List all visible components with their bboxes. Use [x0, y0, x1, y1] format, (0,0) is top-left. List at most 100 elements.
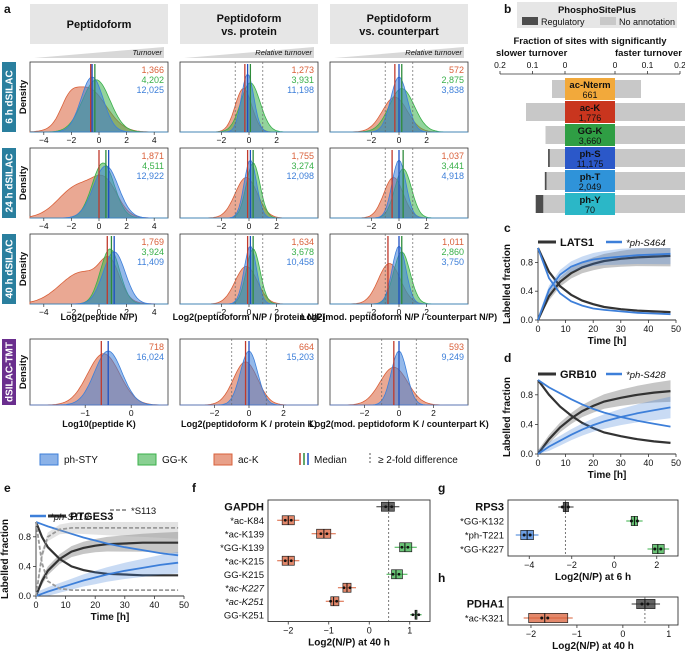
bar-faster [615, 126, 685, 144]
tick-label: −2 [367, 307, 377, 317]
tick-label: 50 [179, 600, 189, 610]
tick-label: 0 [397, 307, 402, 317]
site-count: 1,366 [141, 65, 164, 75]
tick-label: 0 [620, 629, 625, 639]
tick-label: 20 [90, 600, 100, 610]
tick-label: 0.4 [520, 286, 533, 296]
density-curve [30, 251, 168, 305]
site-count: 10,458 [286, 257, 314, 267]
plot-frame [507, 596, 679, 626]
site-count: 3,924 [141, 247, 164, 257]
panel-title: LATS1 [560, 237, 594, 249]
data-point [400, 545, 404, 549]
plot-frame [507, 499, 679, 557]
confidence-band [538, 248, 671, 320]
data-point [659, 547, 663, 551]
tick-label: −2 [67, 135, 77, 145]
legend-swatch [39, 453, 59, 466]
density-axis-label: Density [18, 79, 29, 114]
unlabelled-fraction-curve [537, 247, 671, 314]
bar-slower [544, 172, 565, 190]
bar-slower [548, 149, 565, 167]
tick-label: 0.8 [520, 257, 533, 267]
tick-label: −2 [67, 221, 77, 231]
tick-label: −2 [567, 560, 577, 570]
tick-label: 0.2 [494, 60, 506, 70]
tick-label: 2 [274, 307, 279, 317]
panel-label-f: f [192, 481, 197, 495]
tick-label: 0 [612, 560, 617, 570]
legend-label: GG-K [162, 455, 188, 466]
site-count: 9,249 [441, 352, 464, 362]
category-box [565, 147, 615, 169]
tick-label: 0.2 [674, 60, 685, 70]
tick-label: 0 [247, 221, 252, 231]
tick-label: 20 [588, 324, 598, 334]
site-count: 3,750 [441, 257, 464, 267]
legend-label: Median [314, 455, 347, 466]
row-label-box [2, 62, 16, 132]
legend-label: *ph-S464 [626, 238, 666, 249]
x-axis-label: Log2(mod. peptidoform K / counterpart K) [309, 419, 489, 429]
data-point [283, 518, 287, 522]
row-label: 6 h dSILAC [5, 70, 16, 123]
confidence-band [538, 396, 671, 454]
site-count: 1,755 [291, 151, 314, 161]
unlabelled-fraction-curve [537, 379, 671, 444]
category-box [565, 170, 615, 192]
data-point [566, 505, 570, 509]
density-curve [30, 76, 168, 133]
tick-label: −2 [283, 626, 293, 636]
row-label: dSILAC-TMT [5, 342, 16, 402]
site-count: 4,918 [441, 171, 464, 181]
column-header: Peptidoform [367, 13, 432, 25]
legend-label: Regulatory [541, 17, 585, 27]
panel-label-d: d [504, 351, 511, 365]
data-point [417, 613, 421, 617]
legend-title: PhosphoSitePlus [558, 5, 636, 16]
labelled-fraction-curve [537, 406, 671, 455]
legend-label: ph-STY [64, 455, 98, 466]
tick-label: 0.0 [520, 315, 533, 325]
x-axis-label: Time [h] [588, 336, 627, 347]
legend-swatch [213, 453, 233, 466]
bar-slower [545, 126, 565, 144]
data-point [540, 616, 544, 620]
y-axis-label: Labelled fraction [502, 244, 513, 324]
panel-label-e: e [4, 481, 11, 495]
tick-label: 10 [561, 324, 571, 334]
unlabelled-fraction-curve [35, 521, 179, 557]
box [391, 569, 403, 580]
tick-label: −4 [39, 221, 49, 231]
tick-label: −2 [217, 135, 227, 145]
row-label: *ac-K215 [225, 556, 264, 567]
tick-label: 0 [129, 408, 134, 418]
tick-label: 0 [397, 135, 402, 145]
data-point [546, 616, 550, 620]
tick-label: 10 [61, 600, 71, 610]
tick-label: 0.1 [527, 60, 539, 70]
labelled-fraction-curve [35, 527, 179, 597]
labelled-fraction-curve [537, 252, 671, 321]
data-point [289, 559, 293, 563]
axis-title: faster turnover [615, 48, 682, 59]
bar-regulatory [535, 195, 544, 213]
legend-swatch [600, 17, 616, 25]
wedge-label: Relative turnover [405, 48, 462, 57]
panel-title: RPS3 [475, 502, 504, 514]
tick-label: 30 [616, 324, 626, 334]
panel-label-b: b [504, 2, 511, 16]
tick-label: 4 [152, 135, 157, 145]
bar-faster [615, 195, 685, 213]
data-point [391, 572, 395, 576]
legend-box [517, 2, 677, 28]
confidence-band [36, 522, 179, 596]
category-box [565, 193, 615, 215]
site-count: 1,769 [141, 237, 164, 247]
tick-label: 2 [281, 408, 286, 418]
x-axis-label: Log2(peptidoform N/P / protein N/P) [173, 312, 326, 322]
data-point [342, 586, 346, 590]
x-axis-label: Log2(N/P) at 40 h [552, 641, 634, 651]
tick-label: 2 [424, 135, 429, 145]
data-point [335, 599, 339, 603]
